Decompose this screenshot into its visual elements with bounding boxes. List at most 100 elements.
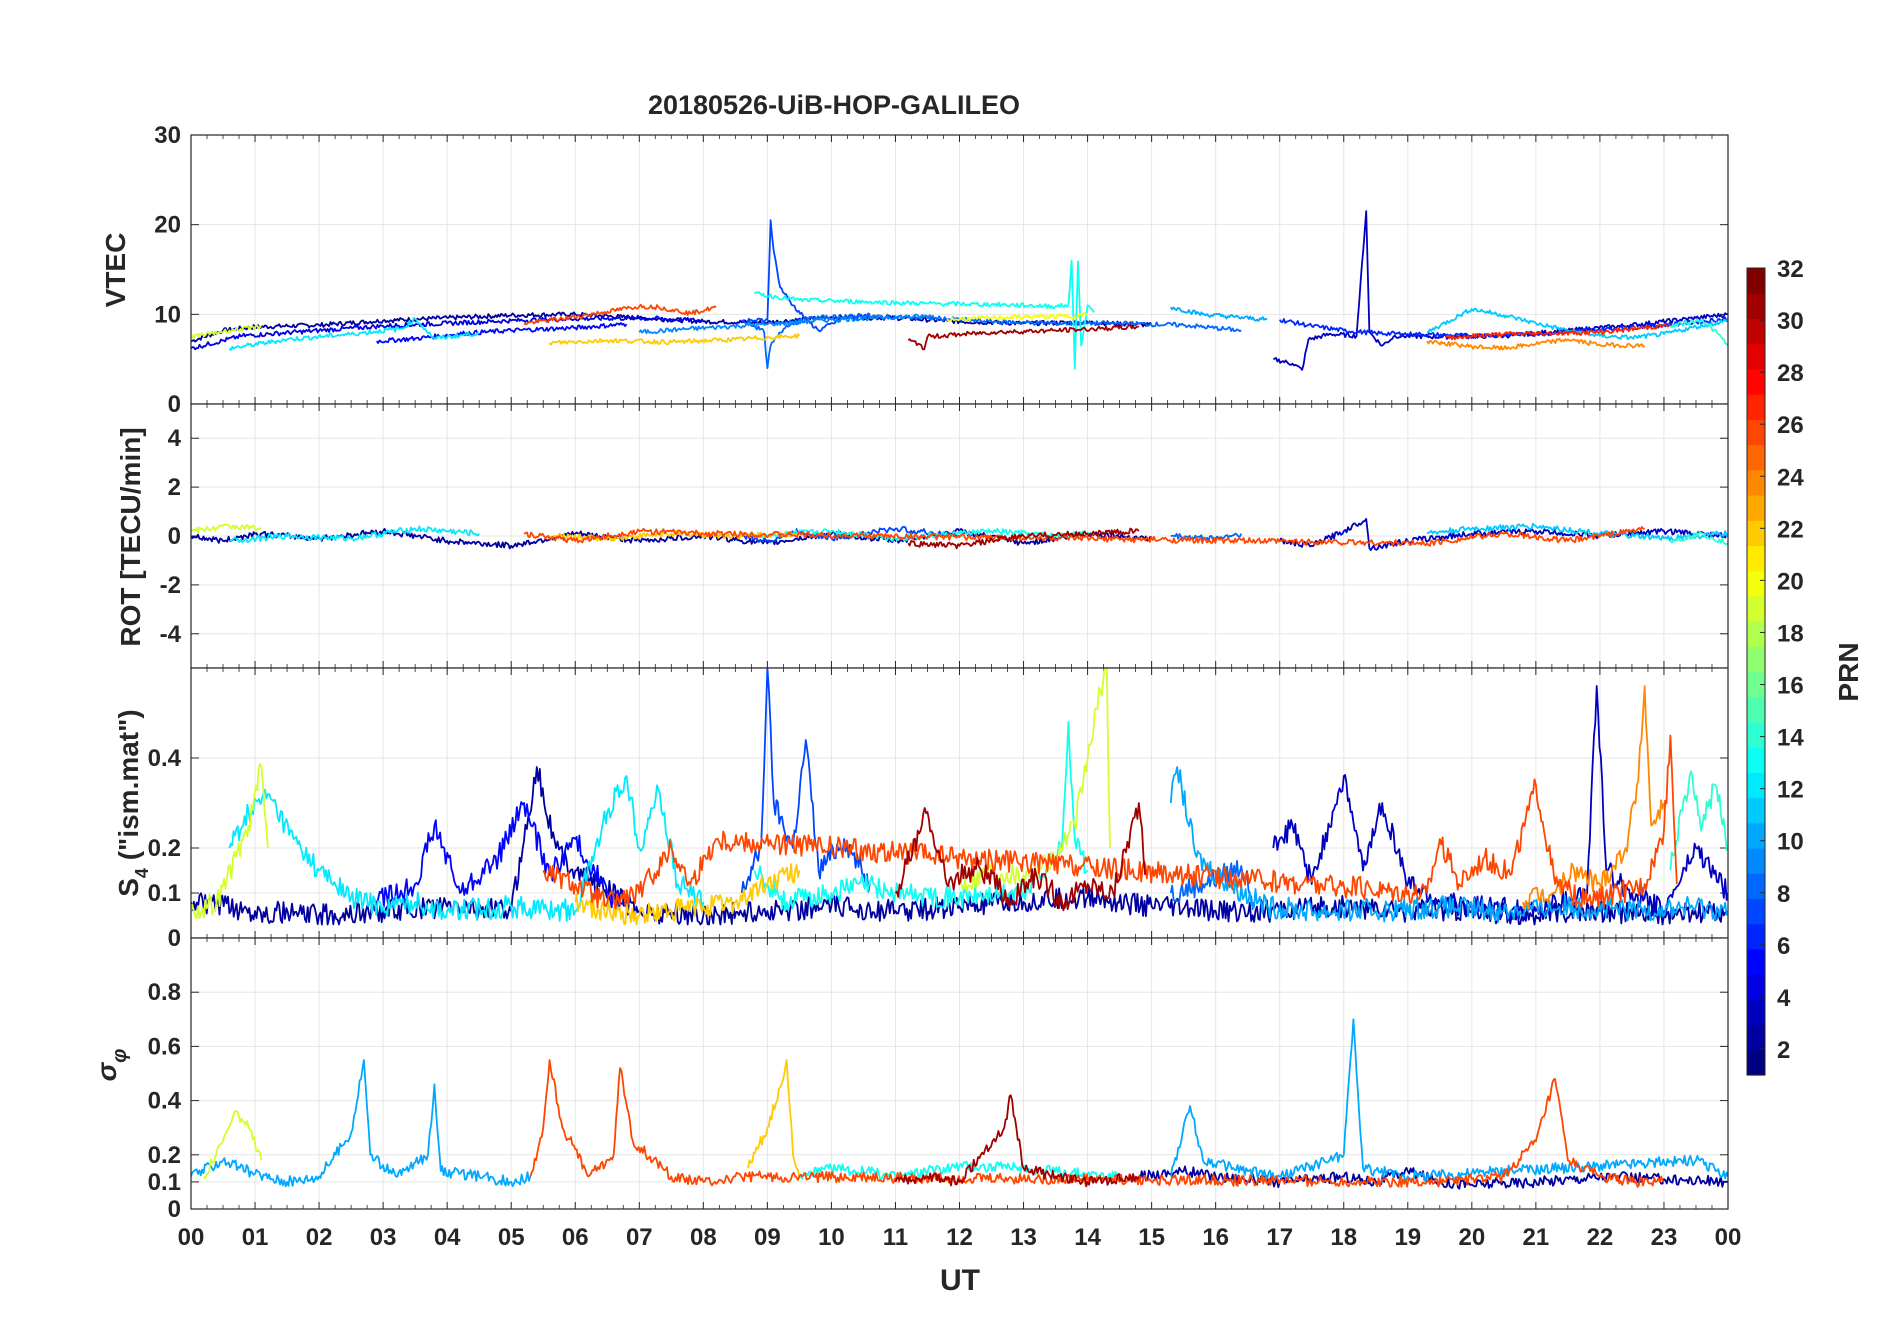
colorbar-segment (1747, 595, 1765, 622)
y-tick-label: 0 (168, 925, 181, 952)
x-tick-label: 08 (690, 1224, 717, 1251)
x-tick-label: 15 (1138, 1224, 1165, 1251)
series-prn-14 (1669, 318, 1728, 347)
series-group-s4 (191, 668, 1728, 926)
series-prn-5 (375, 322, 628, 344)
x-tick-label: 19 (1394, 1224, 1421, 1251)
x-tick-label: 17 (1266, 1224, 1293, 1251)
colorbar-tick-label: 28 (1777, 360, 1804, 387)
x-tick-label: 04 (434, 1224, 461, 1251)
colorbar-tick-label: 6 (1777, 933, 1790, 960)
x-tick-label: 23 (1651, 1224, 1678, 1251)
y-tick-label: 0.8 (148, 979, 181, 1006)
series-prn-31 (894, 802, 1147, 912)
colorbar-tick-label: 22 (1777, 516, 1804, 543)
colorbar-segment (1747, 318, 1765, 345)
x-tick-label: 18 (1330, 1224, 1357, 1251)
series-prn-10 (1169, 766, 1728, 923)
series-prn-20 (946, 312, 1088, 323)
x-tick-label: 00 (178, 1224, 205, 1251)
x-tick-label: 10 (818, 1224, 845, 1251)
colorbar-segment (1747, 696, 1765, 723)
colorbar-segment (1747, 873, 1765, 900)
y-tick-label: 0.1 (148, 880, 181, 907)
colorbar-tick-label: 16 (1777, 673, 1804, 700)
series-prn-19 (191, 523, 262, 534)
colorbar-label: PRN (1833, 642, 1864, 701)
axes-frame-sigma_phi (190, 937, 1729, 1210)
y-tick-label: 20 (154, 212, 181, 239)
series-prn-7 (740, 668, 871, 894)
series-prn-26 (542, 734, 1678, 910)
series-prn-24 (1522, 685, 1665, 910)
colorbar-tick-label: 26 (1777, 412, 1804, 439)
series-prn-22 (548, 530, 800, 542)
x-tick-label: 07 (626, 1224, 653, 1251)
series-prn-2 (191, 311, 1153, 343)
series-prn-31 (907, 527, 1140, 550)
x-tick-label: 20 (1458, 1224, 1485, 1251)
colorbar-segment (1747, 797, 1765, 824)
y-tick-label: 0.4 (148, 1088, 182, 1115)
x-axis-label: UT (940, 1264, 980, 1297)
y-tick-label: 0.1 (148, 1169, 181, 1196)
y-tick-label: 10 (154, 301, 181, 328)
colorbar-frame (1746, 267, 1766, 1076)
series-group-rot (191, 518, 1728, 551)
series-prn-12 (229, 525, 480, 544)
x-tick-label: 11 (883, 1224, 908, 1251)
series-prn-10 (191, 1059, 532, 1188)
series-prn-4 (191, 315, 704, 351)
series-prn-12 (228, 317, 480, 351)
colorbar-segment (1747, 419, 1765, 446)
series-prn-22 (574, 863, 801, 926)
series-group-sigma_phi (191, 1018, 1728, 1190)
x-tick-label: 21 (1523, 1224, 1550, 1251)
colorbar-segment (1747, 343, 1765, 370)
x-tick-label: 00 (1715, 1224, 1742, 1251)
colorbar-segment (1747, 570, 1765, 597)
panel-vtec: 0 10 20 30 VTEC (100, 122, 1729, 418)
series-prn-19 (191, 324, 262, 340)
series-prn-5 (375, 801, 627, 909)
y-tick-label: 0.2 (148, 1142, 181, 1169)
colorbar-segment (1747, 671, 1765, 698)
y-tick-label: 0.6 (148, 1033, 181, 1060)
colorbar-tick-label: 10 (1777, 829, 1804, 856)
colorbar-segment (1747, 494, 1765, 521)
x-tick-label: 01 (242, 1224, 269, 1251)
series-group-vtec (191, 210, 1728, 371)
colorbar-tick-label: 8 (1777, 881, 1790, 908)
x-tick-label: 12 (946, 1224, 973, 1251)
x-tick-label: 22 (1587, 1224, 1614, 1251)
series-prn-26 (523, 303, 717, 326)
x-tick-label: 02 (306, 1224, 333, 1251)
series-prn-19 (203, 1110, 263, 1180)
colorbar-tick-label: 18 (1777, 620, 1804, 647)
series-prn-22 (548, 333, 801, 346)
chart-title: 20180526-UiB-HOP-GALILEO (648, 90, 1020, 120)
series-prn-31 (894, 1094, 1140, 1188)
colorbar-segment (1747, 520, 1765, 547)
colorbar-tick-label: 14 (1777, 725, 1804, 752)
series-prn-11 (1426, 522, 1728, 542)
colorbar-segment (1747, 974, 1765, 1000)
colorbar-tick-label: 2 (1777, 1037, 1790, 1064)
colorbar-segment (1747, 772, 1765, 799)
x-tick-label: 13 (1010, 1224, 1037, 1251)
colorbar-tick-label: 20 (1777, 568, 1804, 595)
colorbar-segment (1747, 822, 1765, 849)
y-axis-label-sigma_phi: σφ (91, 1049, 131, 1082)
colorbar-segment (1747, 923, 1765, 950)
colorbar-tick-label: 32 (1777, 256, 1804, 283)
colorbar-segment (1747, 621, 1765, 647)
y-tick-label: 0.4 (148, 745, 182, 772)
x-tick-label: 06 (562, 1224, 589, 1251)
colorbar-tick-label: 12 (1777, 777, 1804, 804)
colorbar-segment (1747, 394, 1765, 420)
x-tick-label: 14 (1074, 1224, 1101, 1251)
series-prn-11 (1426, 307, 1728, 340)
series-prn-3 (1272, 685, 1728, 922)
series-prn-14 (1669, 530, 1728, 546)
